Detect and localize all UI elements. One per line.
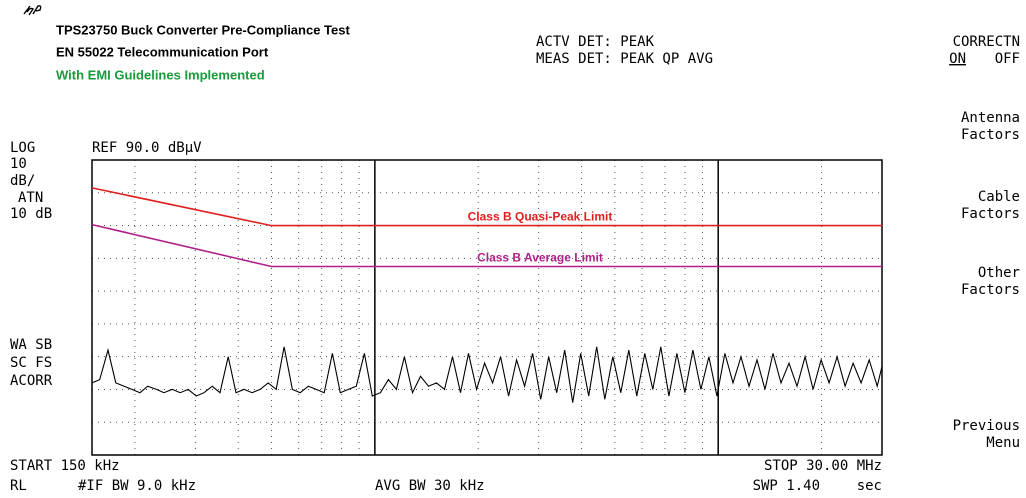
note: With EMI Guidelines Implemented [56,67,265,82]
if-bw: #IF BW 9.0 kHz [78,478,196,494]
limit-line [91,223,882,268]
softkey-label[interactable]: Factors [961,206,1020,222]
div-label: 10 [10,156,27,172]
softkey-label[interactable]: Antenna [961,110,1020,126]
hp-logo [23,5,42,16]
softkey-label[interactable]: Previous [953,418,1020,434]
limit-line [91,187,882,227]
measure-detector: MEAS DET: PEAK QP AVG [536,51,713,67]
flag: SC FS [10,355,52,371]
softkey-label[interactable]: Factors [961,282,1020,298]
trace [91,346,883,403]
atn-value: 10 dB [10,206,52,222]
start-freq: START 150 kHz [10,458,120,474]
avg-bw: AVG BW 30 kHz [375,478,485,494]
softkey-title: CORRECTN [953,34,1020,50]
stop-freq: STOP 30.00 MHz [764,458,882,474]
softkey-label[interactable]: Other [978,265,1020,281]
softkey-label[interactable]: Cable [978,189,1020,205]
limit-label: Class B Quasi-Peak Limit [468,210,613,224]
softkey-off[interactable]: OFF [995,51,1020,67]
scale-label: LOG [10,140,35,156]
title: TPS23750 Buck Converter Pre-Compliance T… [56,22,350,37]
softkey-label[interactable]: Menu [986,435,1020,451]
ref-label: REF 90.0 dBµV [92,140,202,156]
rl-label: RL [10,478,27,494]
plot-border [91,159,883,456]
flag: WA SB [10,337,52,353]
subtitle: EN 55022 Telecommunication Port [56,44,269,59]
sweep: SWP 1.40 [753,478,820,494]
limit-label: Class B Average Limit [477,251,603,265]
sweep-unit: sec [857,478,882,494]
flag: ACORR [10,373,53,389]
atn-label: ATN [18,190,43,206]
div-unit: dB/ [10,173,35,189]
active-detector: ACTV DET: PEAK [536,34,655,50]
softkey-on[interactable]: ON [949,51,966,67]
softkey-label[interactable]: Factors [961,127,1020,143]
